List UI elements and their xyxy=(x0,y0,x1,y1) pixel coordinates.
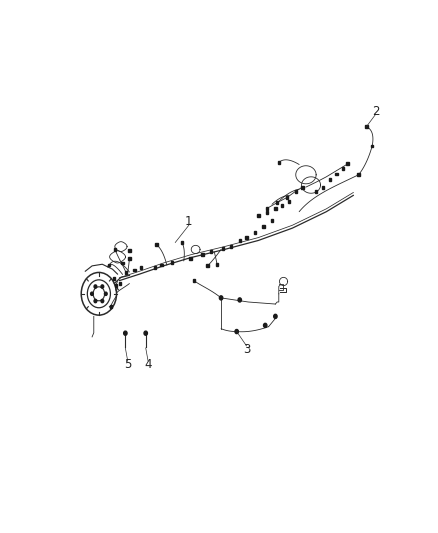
Bar xyxy=(115,284,117,287)
Bar xyxy=(160,264,163,266)
Bar xyxy=(271,219,273,222)
Bar xyxy=(295,190,297,192)
Bar xyxy=(357,173,360,176)
Bar xyxy=(133,269,136,271)
Bar xyxy=(278,161,280,164)
Text: 5: 5 xyxy=(124,358,131,371)
Circle shape xyxy=(101,285,104,288)
Bar xyxy=(365,125,368,128)
Circle shape xyxy=(235,329,238,334)
Text: 4: 4 xyxy=(145,358,152,371)
Bar xyxy=(110,305,112,308)
Circle shape xyxy=(101,300,104,303)
Circle shape xyxy=(124,331,127,335)
Bar xyxy=(257,214,260,217)
Bar xyxy=(371,144,373,148)
Bar xyxy=(155,243,158,246)
Circle shape xyxy=(238,298,241,302)
Bar xyxy=(274,207,276,210)
Circle shape xyxy=(94,285,97,288)
Circle shape xyxy=(264,324,267,327)
Bar xyxy=(206,264,208,268)
Bar xyxy=(216,263,218,265)
Text: 3: 3 xyxy=(243,343,250,356)
Bar xyxy=(193,279,195,282)
Bar xyxy=(301,185,304,189)
Circle shape xyxy=(219,296,223,300)
Bar xyxy=(230,245,233,248)
Circle shape xyxy=(91,292,93,295)
Bar xyxy=(276,201,278,204)
Bar xyxy=(266,211,268,214)
Bar xyxy=(262,224,265,228)
Circle shape xyxy=(144,331,148,335)
Bar xyxy=(114,248,117,251)
Bar xyxy=(108,264,110,266)
Bar xyxy=(222,247,224,250)
Text: 1: 1 xyxy=(185,215,193,229)
Circle shape xyxy=(94,300,97,303)
Bar xyxy=(171,261,173,264)
Bar xyxy=(254,231,256,233)
Bar xyxy=(121,262,124,264)
Bar xyxy=(288,200,290,203)
Bar xyxy=(210,251,212,253)
Bar xyxy=(336,173,338,175)
Circle shape xyxy=(104,292,107,295)
Bar xyxy=(281,204,283,207)
Bar xyxy=(119,282,121,285)
Bar xyxy=(113,277,115,280)
Circle shape xyxy=(274,314,277,318)
Bar xyxy=(342,167,344,170)
Text: 2: 2 xyxy=(372,104,379,118)
Bar xyxy=(128,257,131,260)
Bar xyxy=(315,190,317,192)
Bar xyxy=(154,265,156,269)
Bar xyxy=(286,196,289,199)
Bar xyxy=(328,178,331,181)
Bar xyxy=(189,257,192,260)
Bar xyxy=(125,271,127,274)
Bar xyxy=(128,249,131,252)
Bar xyxy=(266,207,268,210)
Bar xyxy=(346,162,349,165)
Bar xyxy=(181,241,183,244)
Bar xyxy=(322,185,324,189)
Bar xyxy=(140,266,142,269)
Bar xyxy=(239,239,241,242)
Bar xyxy=(245,236,248,239)
Bar xyxy=(201,253,204,256)
